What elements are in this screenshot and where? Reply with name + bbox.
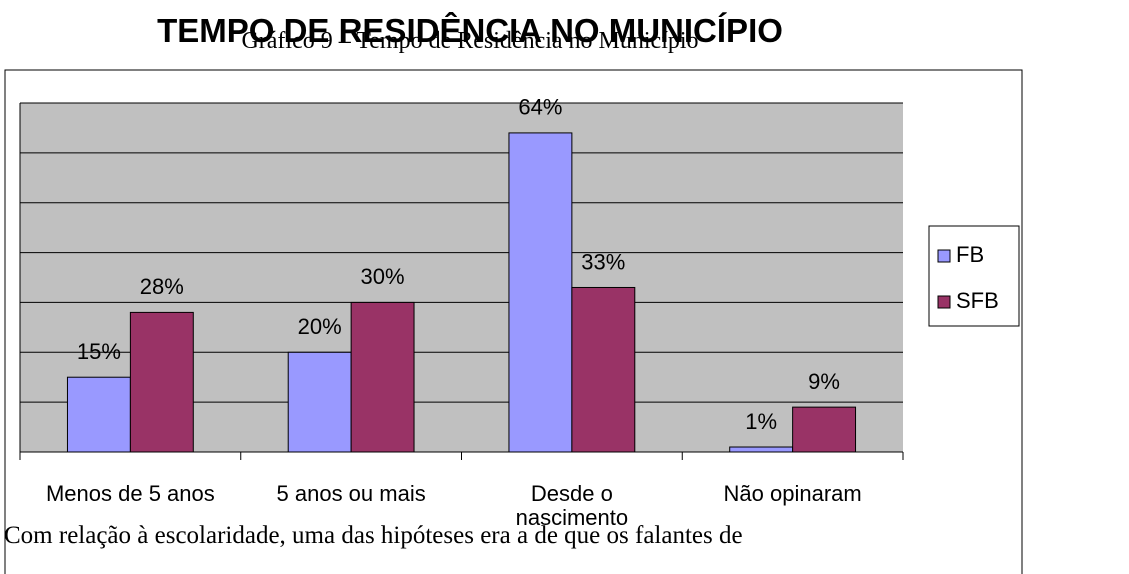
data-label: 64% (518, 95, 562, 120)
data-label: 30% (361, 264, 405, 289)
data-label: 9% (808, 369, 840, 394)
data-label: 33% (581, 249, 625, 274)
legend-label: SFB (956, 288, 999, 313)
legend-swatch (937, 249, 951, 263)
bar (287, 351, 352, 453)
x-tick-label: Desde o nascimento (515, 481, 629, 530)
legend-swatch (937, 295, 951, 309)
bar (66, 376, 131, 453)
bar (792, 406, 857, 453)
bar (571, 286, 636, 453)
x-tick-label: Não opinaram (723, 481, 862, 506)
figure-caption: Gráfico 9 – Tempo de Residência no Munic… (241, 28, 699, 54)
bar (350, 301, 415, 453)
body-text: Com relação à escolaridade, uma das hipó… (4, 522, 743, 549)
data-label: 15% (77, 339, 121, 364)
legend-box (928, 225, 1020, 327)
x-tick-label: Menos de 5 anos (45, 481, 215, 506)
bar (508, 132, 573, 453)
chart-frame (4, 69, 1023, 574)
data-label: 28% (140, 274, 184, 299)
chart-title: TEMPO DE RESIDÊNCIA NO MUNICÍPIO (157, 12, 783, 49)
data-label: 20% (298, 314, 342, 339)
bar (129, 311, 194, 453)
data-label: 1% (745, 409, 777, 434)
x-tick-label: 5 anos ou mais (276, 481, 426, 506)
legend-label: FB (956, 242, 984, 267)
bar (729, 446, 794, 453)
